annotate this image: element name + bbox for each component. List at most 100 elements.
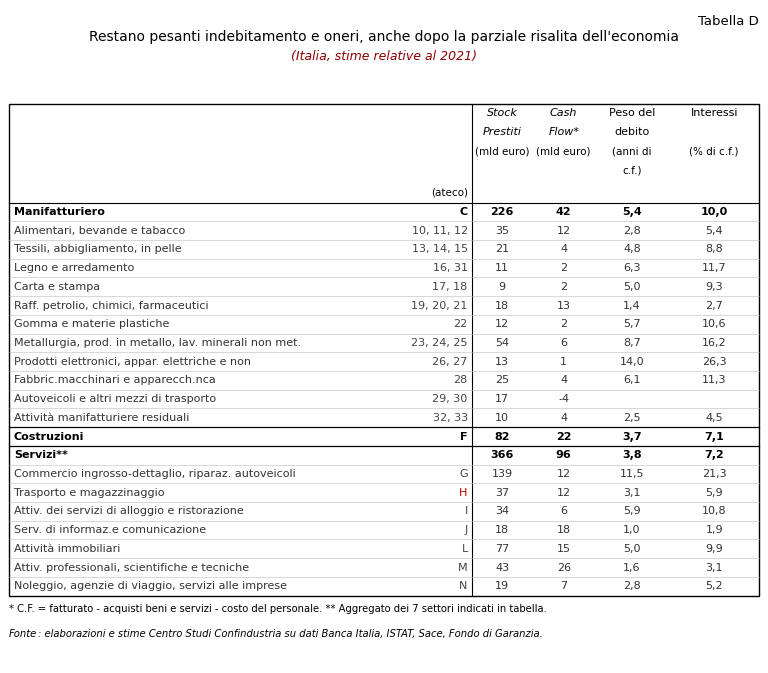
Text: 14,0: 14,0 bbox=[620, 357, 644, 367]
Text: 18: 18 bbox=[495, 301, 509, 310]
Text: 1,6: 1,6 bbox=[624, 563, 641, 573]
Text: Carta e stampa: Carta e stampa bbox=[14, 282, 100, 292]
Text: (mld euro): (mld euro) bbox=[537, 147, 591, 157]
Text: 18: 18 bbox=[557, 525, 571, 535]
Text: 19, 20, 21: 19, 20, 21 bbox=[412, 301, 468, 310]
Text: 5,9: 5,9 bbox=[706, 488, 723, 497]
Text: Noleggio, agenzie di viaggio, servizi alle imprese: Noleggio, agenzie di viaggio, servizi al… bbox=[14, 581, 286, 592]
Text: 26: 26 bbox=[557, 563, 571, 573]
Text: Metallurgia, prod. in metallo, lav. minerali non met.: Metallurgia, prod. in metallo, lav. mine… bbox=[14, 338, 301, 348]
Text: 12: 12 bbox=[495, 319, 509, 329]
Text: debito: debito bbox=[614, 127, 650, 137]
Text: 3,8: 3,8 bbox=[622, 450, 642, 460]
Text: Cash: Cash bbox=[550, 108, 578, 118]
Text: 3,1: 3,1 bbox=[706, 563, 723, 573]
Text: 42: 42 bbox=[556, 207, 571, 217]
Text: Manifatturiero: Manifatturiero bbox=[14, 207, 104, 217]
Text: 26,3: 26,3 bbox=[702, 357, 727, 367]
Text: Serv. di informaz.e comunicazione: Serv. di informaz.e comunicazione bbox=[14, 525, 206, 535]
Text: 12: 12 bbox=[557, 469, 571, 479]
Text: 5,2: 5,2 bbox=[706, 581, 723, 592]
Text: 6,1: 6,1 bbox=[624, 376, 641, 386]
Text: M: M bbox=[458, 563, 468, 573]
Text: Attività immobiliari: Attività immobiliari bbox=[14, 544, 121, 554]
Text: 11: 11 bbox=[495, 263, 509, 273]
Text: (% di c.f.): (% di c.f.) bbox=[690, 147, 739, 157]
Text: 11,7: 11,7 bbox=[702, 263, 727, 273]
Text: 17, 18: 17, 18 bbox=[432, 282, 468, 292]
Text: Restano pesanti indebitamento e oneri, anche dopo la parziale risalita dell'econ: Restano pesanti indebitamento e oneri, a… bbox=[89, 30, 679, 44]
Text: F: F bbox=[460, 431, 468, 441]
Text: L: L bbox=[462, 544, 468, 554]
Text: Prodotti elettronici, appar. elettriche e non: Prodotti elettronici, appar. elettriche … bbox=[14, 357, 251, 367]
Text: (Italia, stime relative al 2021): (Italia, stime relative al 2021) bbox=[291, 50, 477, 63]
Text: Flow*: Flow* bbox=[548, 127, 579, 137]
Text: * C.F. = fatturato - acquisti beni e servizi - costo del personale. ** Aggregato: * C.F. = fatturato - acquisti beni e ser… bbox=[9, 604, 547, 614]
Text: J: J bbox=[465, 525, 468, 535]
Text: Prestiti: Prestiti bbox=[483, 127, 521, 137]
Bar bbox=[9, 104, 759, 596]
Text: Autoveicoli e altri mezzi di trasporto: Autoveicoli e altri mezzi di trasporto bbox=[14, 394, 216, 404]
Text: 2,8: 2,8 bbox=[623, 581, 641, 592]
Text: 23, 24, 25: 23, 24, 25 bbox=[411, 338, 468, 348]
Text: Peso del: Peso del bbox=[609, 108, 655, 118]
Text: 16,2: 16,2 bbox=[702, 338, 727, 348]
Text: N: N bbox=[459, 581, 468, 592]
Text: 16, 31: 16, 31 bbox=[432, 263, 468, 273]
Text: Alimentari, bevande e tabacco: Alimentari, bevande e tabacco bbox=[14, 225, 185, 236]
Text: 139: 139 bbox=[492, 469, 513, 479]
Text: 5,4: 5,4 bbox=[706, 225, 723, 236]
Text: 2,8: 2,8 bbox=[623, 225, 641, 236]
Text: 1,0: 1,0 bbox=[624, 525, 641, 535]
Text: 4: 4 bbox=[560, 376, 568, 386]
Text: Commercio ingrosso-dettaglio, riparaz. autoveicoli: Commercio ingrosso-dettaglio, riparaz. a… bbox=[14, 469, 296, 479]
Text: 7,2: 7,2 bbox=[704, 450, 724, 460]
Text: Fabbric.macchinari e apparecch.nca: Fabbric.macchinari e apparecch.nca bbox=[14, 376, 216, 386]
Text: 2: 2 bbox=[560, 282, 568, 292]
Text: 25: 25 bbox=[495, 376, 509, 386]
Text: 6,3: 6,3 bbox=[624, 263, 641, 273]
Text: 21,3: 21,3 bbox=[702, 469, 727, 479]
Text: 6: 6 bbox=[560, 506, 568, 516]
Text: I: I bbox=[465, 506, 468, 516]
Text: : elaborazioni e stime Centro Studi Confindustria su dati Banca Italia, ISTAT, S: : elaborazioni e stime Centro Studi Conf… bbox=[38, 629, 543, 639]
Text: 17: 17 bbox=[495, 394, 509, 404]
Text: 4: 4 bbox=[560, 244, 568, 254]
Text: 11,5: 11,5 bbox=[620, 469, 644, 479]
Text: 29, 30: 29, 30 bbox=[432, 394, 468, 404]
Text: Stock: Stock bbox=[487, 108, 518, 118]
Text: 3,7: 3,7 bbox=[622, 431, 642, 441]
Text: 13: 13 bbox=[495, 357, 509, 367]
Text: G: G bbox=[459, 469, 468, 479]
Text: Fonte: Fonte bbox=[9, 629, 38, 639]
Text: 7,1: 7,1 bbox=[704, 431, 724, 441]
Text: Attività manifatturiere residuali: Attività manifatturiere residuali bbox=[14, 413, 189, 423]
Text: 43: 43 bbox=[495, 563, 509, 573]
Text: 1,9: 1,9 bbox=[706, 525, 723, 535]
Text: 77: 77 bbox=[495, 544, 509, 554]
Text: 18: 18 bbox=[495, 525, 509, 535]
Text: 10,0: 10,0 bbox=[700, 207, 728, 217]
Text: Servizi**: Servizi** bbox=[14, 450, 68, 460]
Text: 2,7: 2,7 bbox=[705, 301, 723, 310]
Text: 9,3: 9,3 bbox=[706, 282, 723, 292]
Text: 37: 37 bbox=[495, 488, 509, 497]
Text: 13: 13 bbox=[557, 301, 571, 310]
Text: 19: 19 bbox=[495, 581, 509, 592]
Text: 10: 10 bbox=[495, 413, 509, 423]
Text: 12: 12 bbox=[557, 225, 571, 236]
Text: 4,8: 4,8 bbox=[623, 244, 641, 254]
Text: Interessi: Interessi bbox=[690, 108, 738, 118]
Text: 9: 9 bbox=[498, 282, 506, 292]
Text: 35: 35 bbox=[495, 225, 509, 236]
Text: 54: 54 bbox=[495, 338, 509, 348]
Text: (mld euro): (mld euro) bbox=[475, 147, 529, 157]
Text: 226: 226 bbox=[491, 207, 514, 217]
Text: 1: 1 bbox=[560, 357, 568, 367]
Text: 26, 27: 26, 27 bbox=[432, 357, 468, 367]
Text: 9,9: 9,9 bbox=[705, 544, 723, 554]
Text: (anni di: (anni di bbox=[612, 147, 652, 157]
Text: 13, 14, 15: 13, 14, 15 bbox=[412, 244, 468, 254]
Text: 5,9: 5,9 bbox=[624, 506, 641, 516]
Text: 7: 7 bbox=[560, 581, 568, 592]
